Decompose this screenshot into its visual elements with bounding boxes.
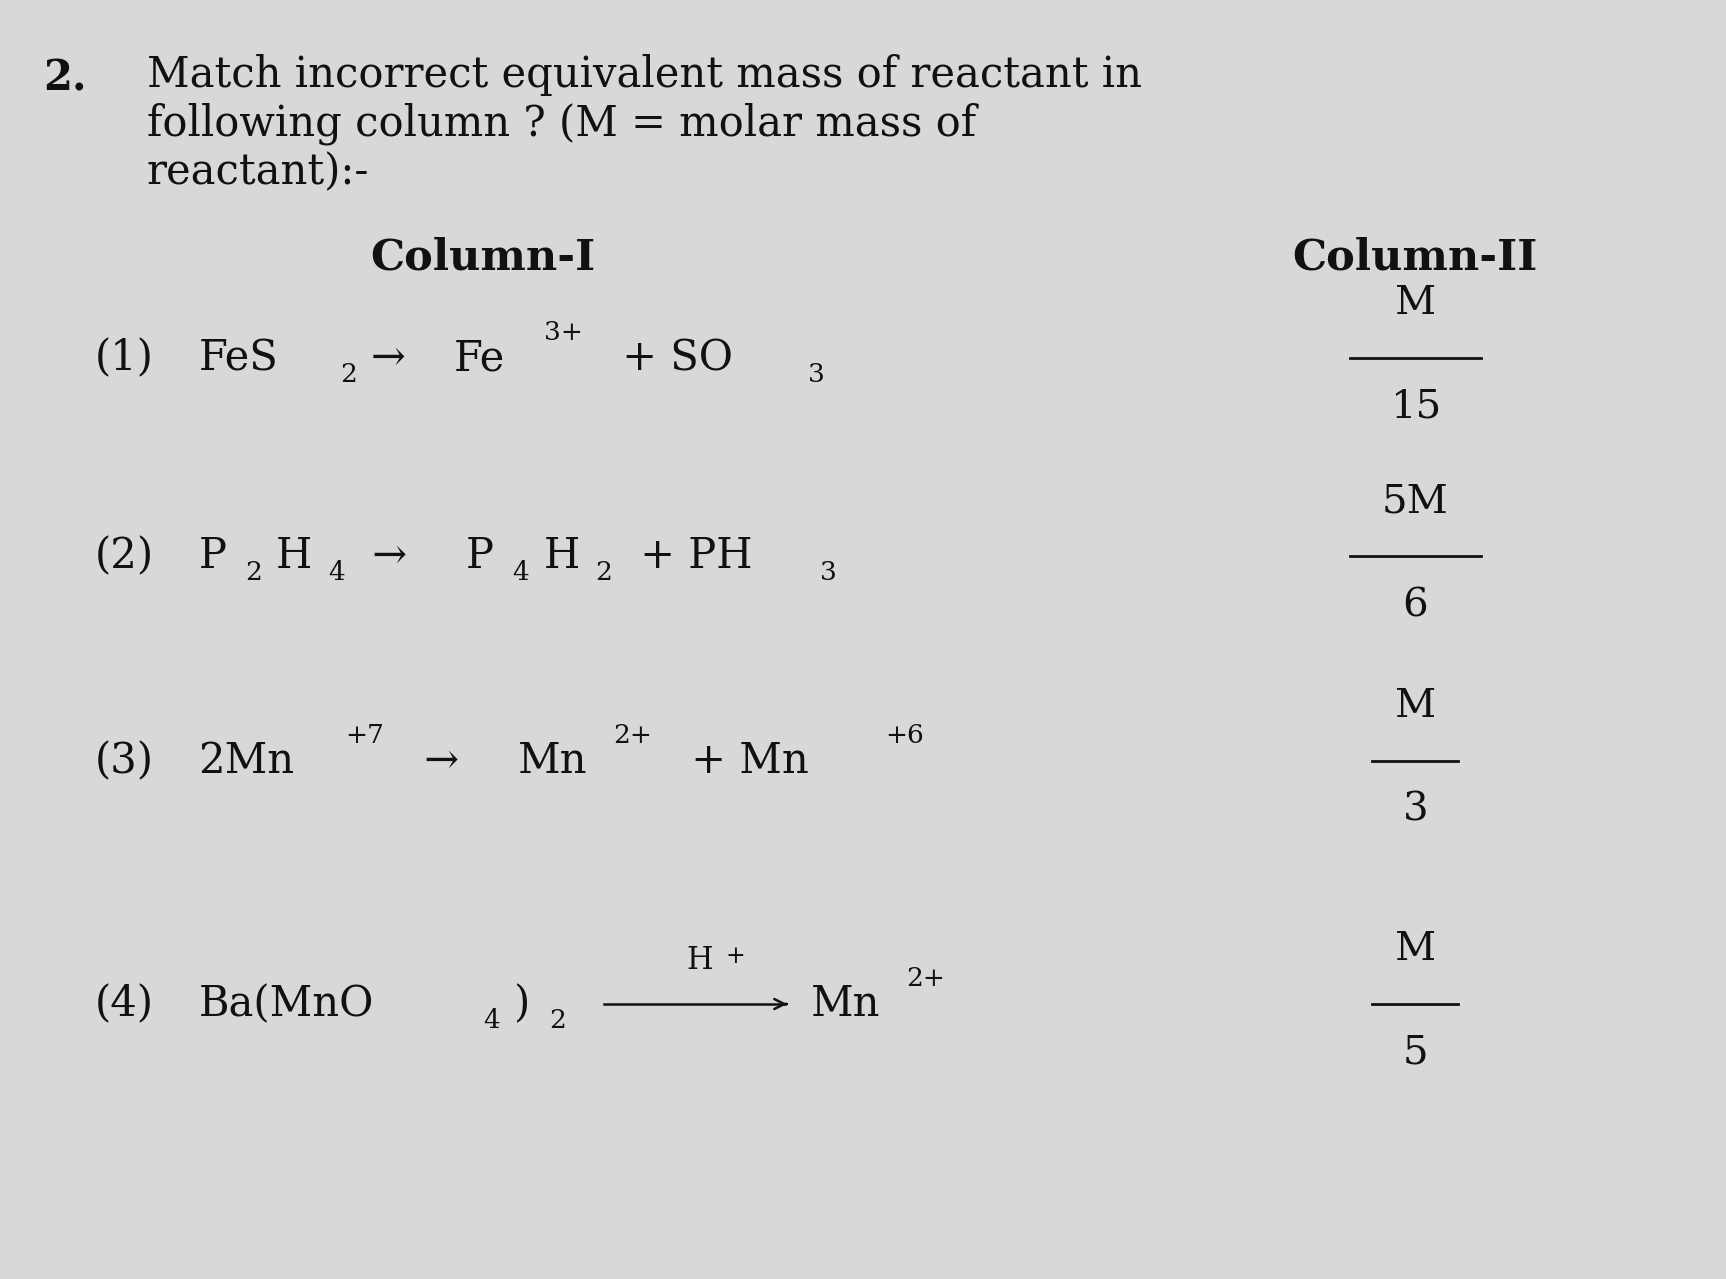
Text: 3: 3 bbox=[1403, 792, 1427, 829]
Text: 3: 3 bbox=[820, 560, 837, 586]
Text: H: H bbox=[687, 945, 713, 976]
Text: 4: 4 bbox=[513, 560, 530, 586]
Text: 2: 2 bbox=[340, 362, 357, 388]
Text: Ba(MnO: Ba(MnO bbox=[198, 984, 375, 1024]
Text: 3+: 3+ bbox=[544, 320, 583, 345]
Text: 4: 4 bbox=[328, 560, 345, 586]
Text: Match incorrect equivalent mass of reactant in: Match incorrect equivalent mass of react… bbox=[147, 54, 1141, 96]
Text: (2): (2) bbox=[95, 536, 154, 577]
Text: 2.: 2. bbox=[43, 58, 86, 100]
Text: →: → bbox=[411, 741, 473, 781]
Text: →: → bbox=[359, 536, 421, 577]
Text: +6: +6 bbox=[885, 723, 923, 748]
Text: ): ) bbox=[514, 984, 530, 1024]
Text: M: M bbox=[1395, 285, 1436, 322]
Text: reactant):-: reactant):- bbox=[147, 151, 369, 193]
Text: 2: 2 bbox=[549, 1008, 566, 1033]
Text: 2+: 2+ bbox=[613, 723, 652, 748]
Text: + Mn: + Mn bbox=[678, 741, 809, 781]
Text: P: P bbox=[466, 536, 494, 577]
Text: 3: 3 bbox=[808, 362, 825, 388]
Text: H: H bbox=[276, 536, 312, 577]
Text: 2Mn: 2Mn bbox=[198, 741, 295, 781]
Text: FeS: FeS bbox=[198, 338, 278, 379]
Text: Mn: Mn bbox=[811, 984, 880, 1024]
Text: Mn: Mn bbox=[518, 741, 587, 781]
Text: Fe: Fe bbox=[454, 338, 506, 379]
Text: 15: 15 bbox=[1389, 389, 1441, 426]
Text: +7: +7 bbox=[345, 723, 385, 748]
Text: 4: 4 bbox=[483, 1008, 501, 1033]
Text: 5M: 5M bbox=[1383, 483, 1448, 521]
Text: 5: 5 bbox=[1403, 1035, 1427, 1072]
Text: M: M bbox=[1395, 688, 1436, 725]
Text: following column ? (M = molar mass of: following column ? (M = molar mass of bbox=[147, 102, 975, 145]
Text: 2: 2 bbox=[245, 560, 262, 586]
Text: P: P bbox=[198, 536, 226, 577]
Text: 2: 2 bbox=[595, 560, 613, 586]
Text: Column-I: Column-I bbox=[371, 237, 595, 279]
Text: (3): (3) bbox=[95, 741, 154, 781]
Text: 6: 6 bbox=[1403, 587, 1427, 624]
Text: Column-II: Column-II bbox=[1293, 237, 1538, 279]
Text: + PH: + PH bbox=[627, 536, 753, 577]
Text: (4): (4) bbox=[95, 984, 154, 1024]
Text: (1): (1) bbox=[95, 338, 154, 379]
Text: + SO: + SO bbox=[609, 338, 734, 379]
Text: H: H bbox=[544, 536, 580, 577]
Text: M: M bbox=[1395, 931, 1436, 968]
Text: →: → bbox=[371, 338, 406, 379]
Text: 2+: 2+ bbox=[906, 966, 946, 991]
Text: +: + bbox=[727, 945, 746, 968]
